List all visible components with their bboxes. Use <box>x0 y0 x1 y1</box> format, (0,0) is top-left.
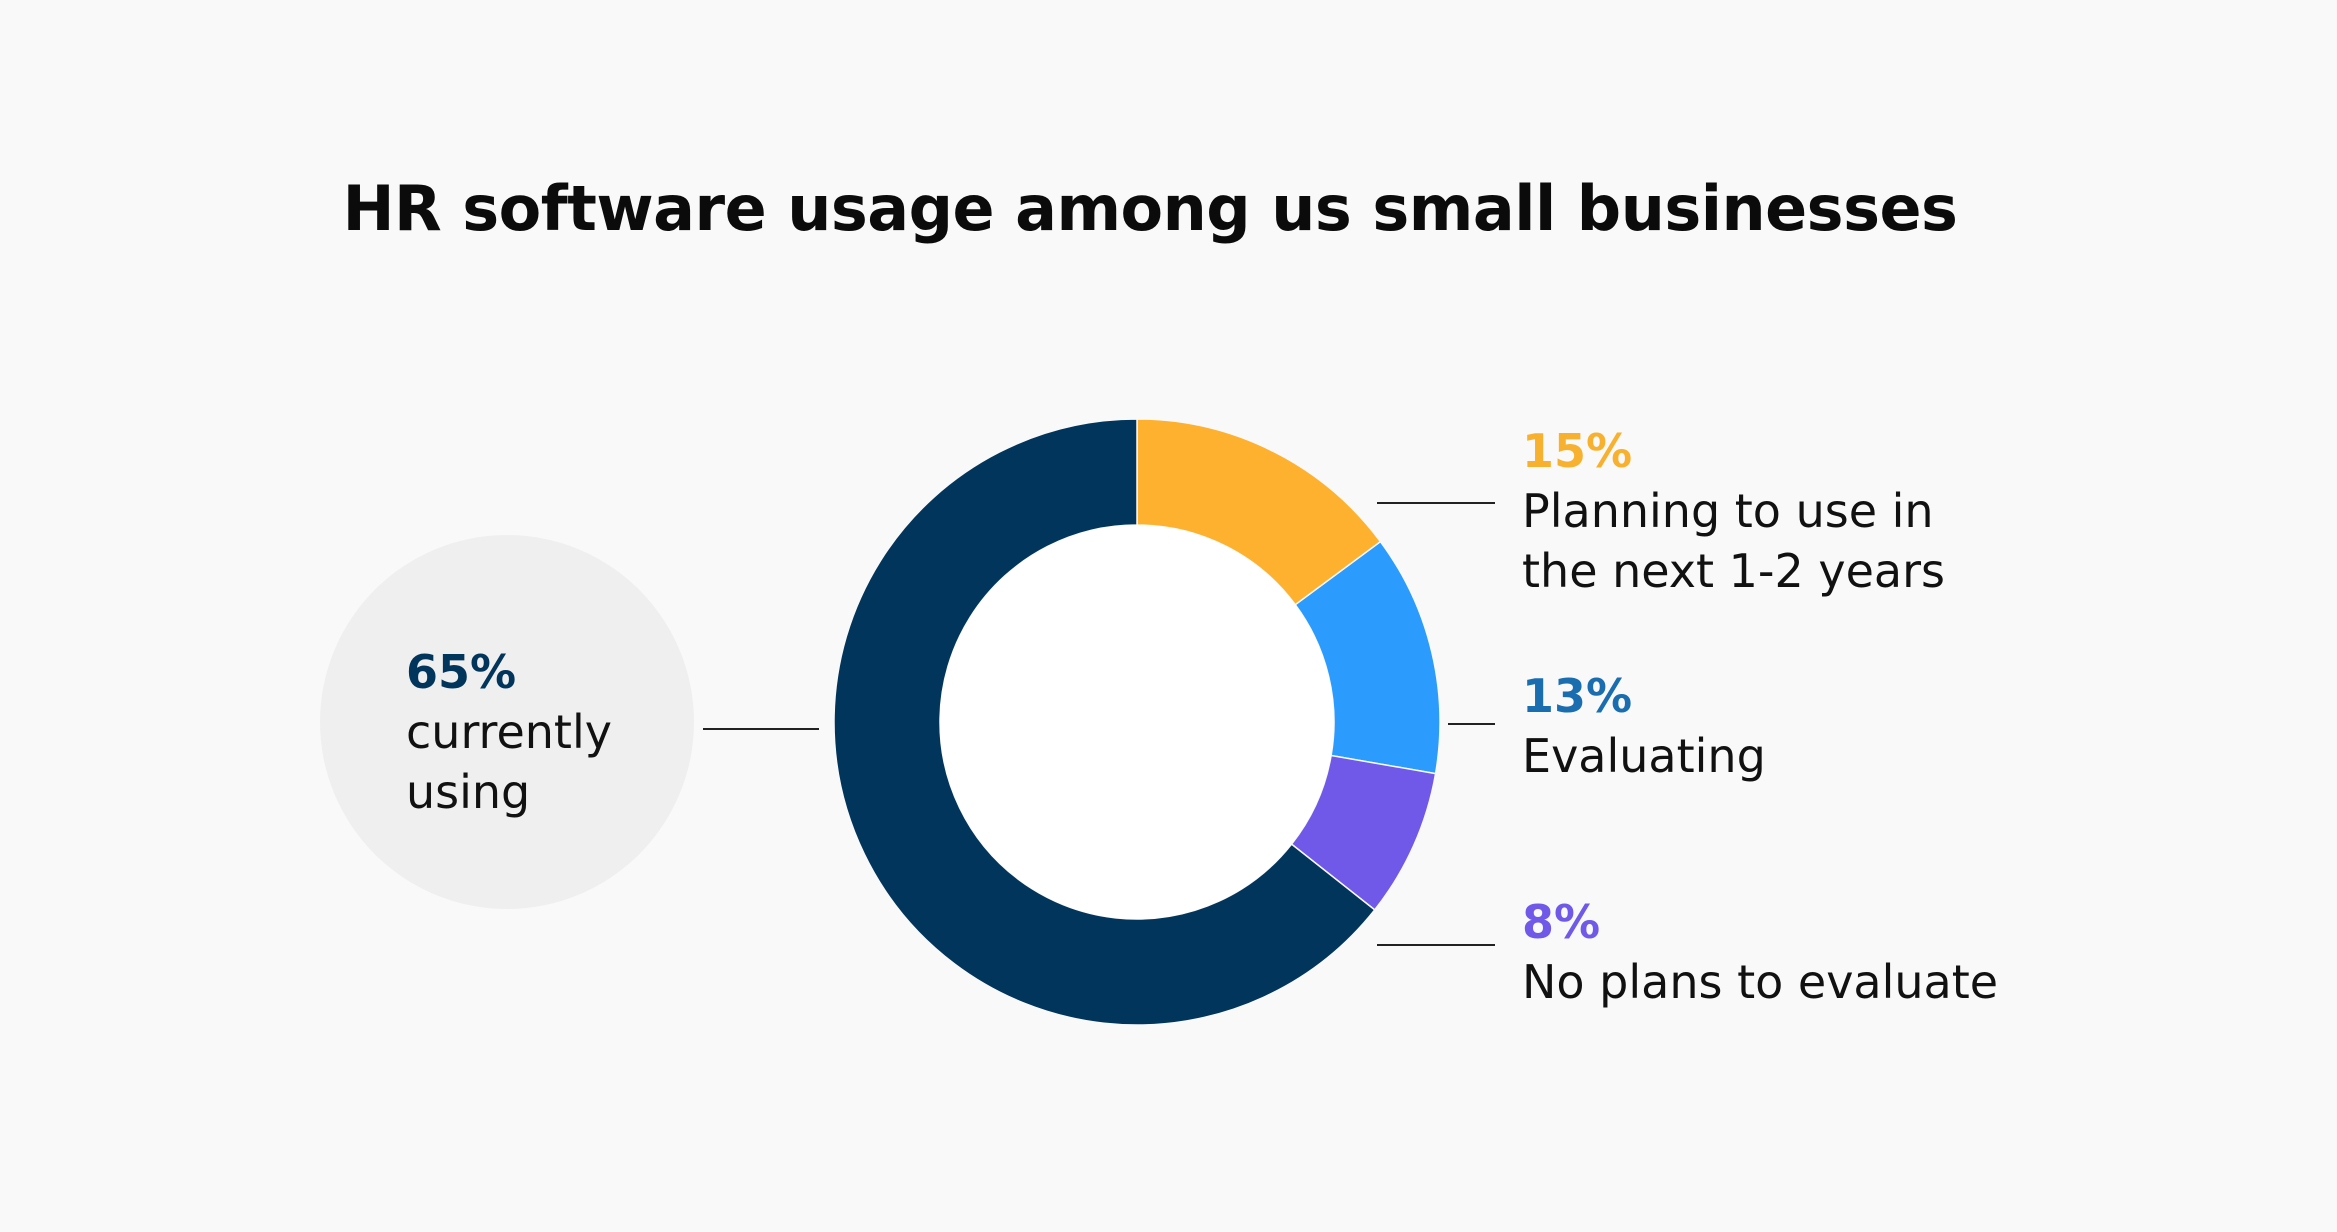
chart-title: HR software usage among us small busines… <box>342 172 1958 245</box>
data-label-no-plans: 8% <box>1522 895 1601 949</box>
leader-line-evaluating <box>1448 723 1495 725</box>
callout-no-plans: 8% No plans to evaluate <box>1522 892 2282 1012</box>
callout-evaluating: 13% Evaluating <box>1522 666 2282 786</box>
category-label-no-plans: No plans to evaluate <box>1522 955 1999 1009</box>
leader-line-planning <box>1377 502 1495 504</box>
category-label-planning: Planning to use in the next 1-2 years <box>1522 484 1945 598</box>
leader-line-currently-using <box>703 728 819 730</box>
leader-line-no-plans <box>1377 944 1495 946</box>
category-label-currently-using: currently using <box>406 705 612 819</box>
data-label-planning: 15% <box>1522 424 1633 478</box>
category-label-evaluating: Evaluating <box>1522 729 1766 783</box>
data-label-currently-using: 65% <box>406 645 517 699</box>
callout-bubble <box>320 535 694 909</box>
callout-currently-using: 65% currently using <box>406 642 706 822</box>
callout-planning: 15% Planning to use in the next 1-2 year… <box>1522 421 2282 601</box>
donut-hole <box>940 525 1334 919</box>
data-label-evaluating: 13% <box>1522 669 1633 723</box>
